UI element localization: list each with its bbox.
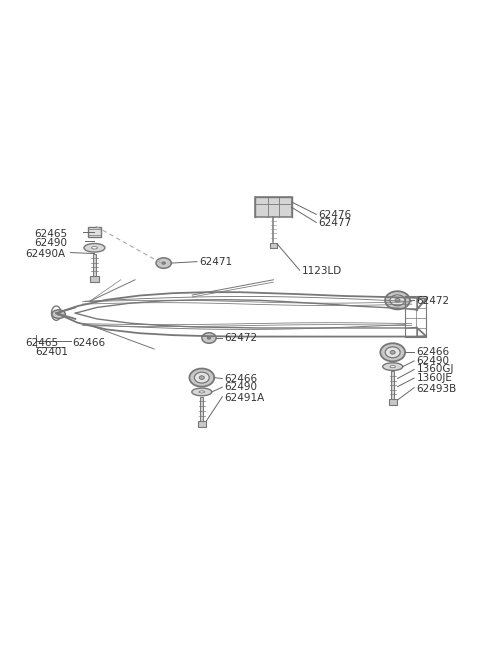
Text: 62472: 62472 [417,296,450,307]
Text: 62476: 62476 [319,210,352,220]
Ellipse shape [190,369,214,386]
Bar [88,227,101,237]
Ellipse shape [57,313,60,315]
Ellipse shape [162,262,166,264]
Ellipse shape [395,299,400,302]
Ellipse shape [383,363,403,371]
Ellipse shape [84,244,105,252]
Ellipse shape [92,247,97,249]
Ellipse shape [390,365,396,367]
Ellipse shape [194,372,209,383]
Bar [270,243,277,248]
Ellipse shape [385,291,410,309]
Text: 62490: 62490 [417,356,450,366]
Text: 62472: 62472 [225,333,258,343]
Ellipse shape [380,343,405,362]
Bar [93,253,96,276]
Bar [90,276,99,282]
FancyBboxPatch shape [255,196,291,217]
Ellipse shape [199,376,204,379]
Text: 62471: 62471 [199,257,233,267]
Text: 62401: 62401 [36,347,69,358]
Text: 62491A: 62491A [225,392,265,403]
Ellipse shape [52,310,65,318]
Bar [391,371,395,399]
Bar [198,421,205,427]
Text: 1360GJ: 1360GJ [417,364,454,375]
Text: 1123LD: 1123LD [302,266,342,276]
Text: 62466: 62466 [225,373,258,384]
Ellipse shape [156,258,171,269]
Text: 62477: 62477 [319,219,352,229]
Text: 62490: 62490 [34,238,67,248]
Text: 1360JE: 1360JE [417,373,453,383]
Ellipse shape [385,347,400,358]
Text: 62493B: 62493B [417,384,457,394]
Text: 62465: 62465 [25,338,59,348]
Ellipse shape [192,388,212,396]
Text: 62490: 62490 [225,382,258,392]
Ellipse shape [202,333,216,343]
Ellipse shape [207,337,211,339]
Text: 62490A: 62490A [25,248,65,259]
Ellipse shape [390,350,395,354]
Text: 62466: 62466 [72,338,105,348]
Ellipse shape [390,295,405,306]
Ellipse shape [199,391,204,393]
Bar [200,397,204,421]
Bar [389,399,396,405]
Text: 62466: 62466 [417,347,450,358]
Text: 62465: 62465 [34,229,67,240]
